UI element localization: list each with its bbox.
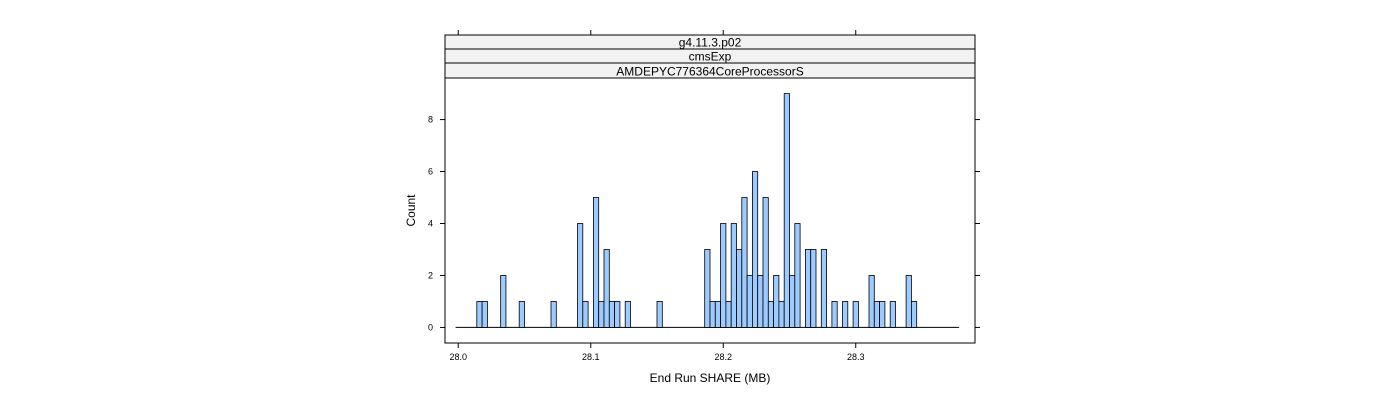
histogram-bar [911,301,918,328]
strip-bottom: AMDEPYC776364CoreProcessorS [444,62,976,79]
histogram-bar [889,301,896,328]
histogram-bar [704,249,711,328]
histogram-bar [879,301,886,328]
histogram-bar [720,223,727,328]
histogram-bar [593,197,600,328]
x-tick-label: 28.1 [582,352,600,362]
histogram-bar [752,171,759,328]
histogram-bar [608,301,615,328]
bars-group [455,93,960,328]
histogram-bar [868,275,875,328]
y-axis: 0 2 4 6 8 [428,115,980,332]
histogram-bar [778,301,785,328]
histogram-bar [905,275,912,328]
histogram-bar [476,301,483,328]
histogram-bar [810,249,817,328]
histogram-bar [577,223,584,328]
strip-middle: cmsExp [444,48,976,64]
strip-top: g4.11.3.p02 [444,34,976,50]
histogram-bar [842,301,849,328]
histogram-bar [805,249,812,328]
x-axis-title: End Run SHARE (MB) [650,371,771,385]
histogram-bar [603,249,610,328]
x-tick-label: 28.3 [847,352,865,362]
histogram-bar [783,93,790,328]
histogram-bar [624,301,631,328]
histogram-bar [730,223,737,328]
x-tick-label: 28.2 [714,352,732,362]
y-tick-label: 0 [428,322,433,332]
histogram-bar [757,275,764,328]
x-axis: 28.0 28.1 28.2 28.3 [449,30,865,362]
histogram-bar [709,301,716,328]
histogram-bar [789,275,796,328]
histogram-bar [736,249,743,328]
y-tick-label: 2 [428,270,433,280]
y-tick-label: 6 [428,167,433,177]
plot-panel [444,77,976,344]
histogram-bar [767,301,774,328]
strip-label-experiment: cmsExp [689,50,732,64]
histogram-bar [500,275,507,328]
y-axis-title: Count [404,194,418,227]
histogram-bar [794,223,801,328]
histogram-bar [714,301,721,328]
histogram-bar [518,301,525,328]
histogram-bar [852,301,859,328]
histogram-bar [614,301,621,328]
histogram-bar [550,301,557,328]
x-tick-label: 28.0 [449,352,467,362]
histogram-bar [773,275,780,328]
histogram-bar [725,301,732,328]
histogram-bar [746,275,753,328]
y-tick-label: 8 [428,115,433,125]
strip-label-processor: AMDEPYC776364CoreProcessorS [616,65,803,79]
histogram-bar [741,197,748,328]
strip-label-version: g4.11.3.p02 [679,36,742,50]
histogram-bar [831,301,838,328]
histogram-bar [598,301,605,328]
histogram-bar [481,301,488,328]
histogram-bar [582,301,589,328]
y-tick-label: 4 [428,218,433,228]
histogram-bar [656,301,663,328]
histogram-bar [820,249,827,328]
histogram-bar [762,197,769,328]
histogram-bar [873,301,880,328]
